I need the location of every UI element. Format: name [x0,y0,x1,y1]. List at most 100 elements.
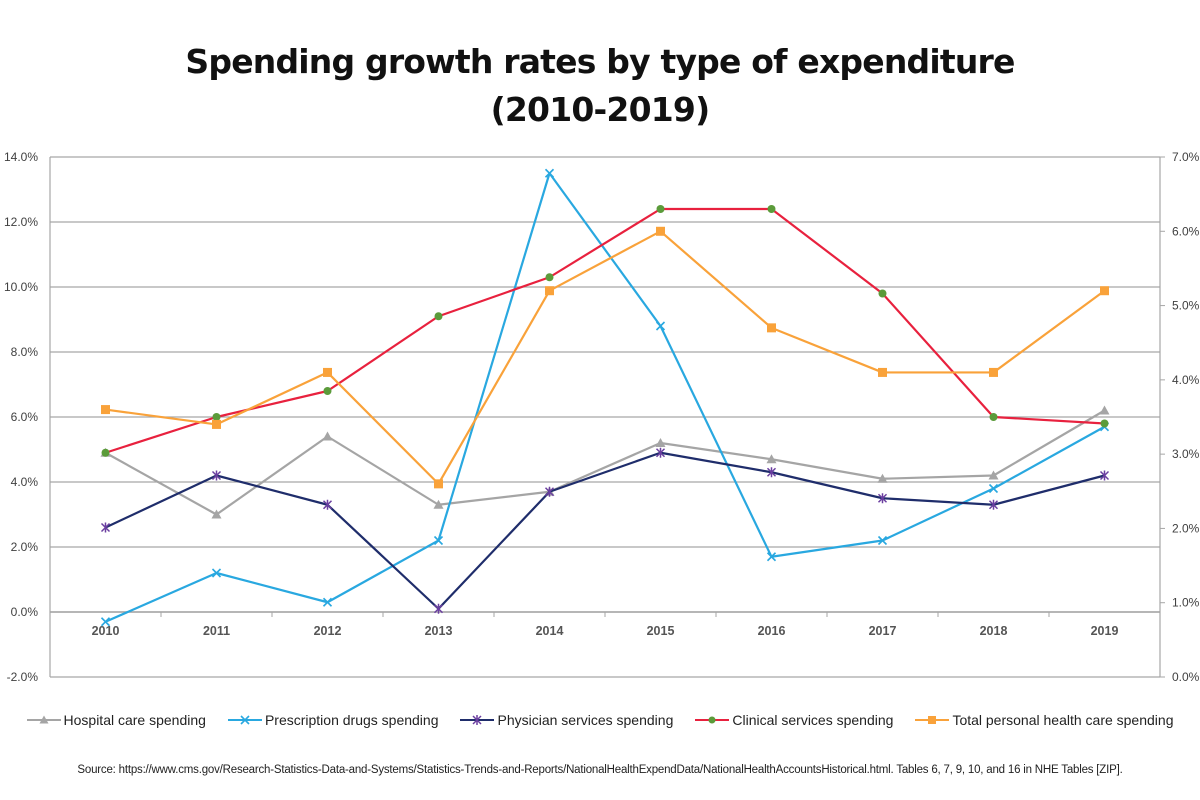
data-point-star [544,486,555,497]
right-tick-label: 6.0% [1172,224,1200,238]
x-tick-label: 2014 [536,624,564,638]
legend-label: Hospital care spending [63,712,206,728]
data-point-square [212,419,221,429]
x-tick-label: 2019 [1091,624,1119,638]
right-tick-label: 7.0% [1172,150,1200,164]
data-point-star [655,447,666,458]
data-point-star [433,603,444,614]
data-point-star [877,493,888,504]
data-point-x [877,535,888,546]
x-tick-label: 2016 [758,624,786,638]
left-tick-label: 4.0% [11,475,39,489]
data-point-star [1099,470,1110,481]
series-hospital-care-spending [100,405,1110,519]
data-point-circle [1100,419,1109,428]
data-point-x [988,483,999,494]
series-group [100,168,1110,627]
right-y-axis-ticks: 0.0% 1.0% 2.0% 3.0% 4.0% 5.0% 6.0% 7.0% [1160,150,1200,684]
data-point-star [766,467,777,478]
data-point-star [988,499,999,510]
series-prescription-drugs-spending [100,168,1110,627]
triangle-icon [26,715,61,724]
x-tick-label: 2011 [203,624,230,638]
data-point-circle [434,312,443,321]
data-point-circle [989,413,998,421]
data-point-triangle [1099,405,1110,415]
data-point-square [101,405,110,415]
data-point-square [878,367,887,377]
legend-label: Clinical services spending [732,712,894,728]
legend-label: Physician services spending [497,712,674,728]
legend-item-hospital[interactable]: Hospital care spending [26,712,206,728]
x-tick-label: 2012 [314,624,342,638]
x-tick-label: 2018 [980,624,1008,638]
data-point-triangle [877,473,888,483]
legend-item-prescription[interactable]: Prescription drugs spending [227,712,439,728]
left-tick-label: 0.0% [11,605,39,619]
data-point-x [433,535,444,546]
data-point-star [322,499,333,510]
data-point-square [434,479,443,489]
chart-title-line-1: Spending growth rates by type of expendi… [185,42,1015,81]
series-line [105,230,1106,485]
data-point-x [766,552,777,562]
left-tick-label: 10.0% [4,280,38,294]
data-point-square [656,226,665,236]
left-y-axis-ticks: -2.0% 0.0% 2.0% 4.0% 6.0% 8.0% 10.0% 12.0% 14.0% [4,150,38,684]
data-point-triangle [322,431,333,441]
left-tick-label: 6.0% [11,410,39,424]
data-point-x [544,168,555,178]
legend-item-total[interactable]: Total personal health care spending [915,712,1173,728]
left-tick-label: 12.0% [4,215,38,229]
right-tick-label: 3.0% [1172,447,1200,461]
right-tick-label: 1.0% [1172,596,1200,610]
data-point-square [767,323,776,333]
series-clinical-services-spending [101,205,1109,457]
star-icon [460,715,495,725]
series-physician-services-spending [100,447,1110,614]
data-point-square [989,367,998,377]
chart-title: Spending growth rates by type of expendi… [0,38,1200,134]
data-point-circle [101,448,110,457]
right-tick-label: 0.0% [1172,670,1200,684]
data-point-x [655,321,666,331]
data-point-circle [878,289,887,298]
gridlines [50,156,1160,678]
x-tick-label: 2015 [647,624,675,638]
data-point-x [100,617,111,627]
line-chart: -2.0% 0.0% 2.0% 4.0% 6.0% 8.0% 10.0% 12.0% 14.0%… [4,150,1200,684]
data-point-circle [323,387,332,395]
data-point-circle [656,205,665,213]
data-point-star [211,470,222,481]
source-note: Source: https://www.cms.gov/Research-Sta… [77,764,1123,776]
left-tick-label: 14.0% [4,150,38,164]
data-point-x [322,597,333,607]
series-total-personal-health-care-spending [101,226,1109,489]
data-point-circle [212,413,221,421]
x-icon [227,715,262,725]
right-tick-label: 5.0% [1172,299,1200,313]
data-point-triangle [655,438,666,447]
data-point-square [323,367,332,377]
x-tick-label: 2013 [425,624,453,638]
legend-item-physician[interactable]: Physician services spending [460,712,673,728]
data-point-star [100,522,111,533]
x-axis-ticks: 2010 2011 2012 2013 2014 2015 2016 2017 2018 2019 [49,612,1161,638]
x-tick-label: 2010 [92,624,120,638]
left-tick-label: 2.0% [11,540,39,554]
legend-label: Prescription drugs spending [264,712,439,728]
data-point-triangle [211,509,222,519]
data-point-x [211,568,222,578]
series-line [105,451,1105,610]
square-icon [915,716,950,724]
series-line [105,172,1106,623]
data-point-square [545,286,554,296]
legend-item-clinical[interactable]: Clinical services spending [695,712,893,728]
data-point-triangle [766,454,777,464]
left-tick-label: 8.0% [11,345,39,359]
data-point-circle [767,205,776,213]
data-point-triangle [433,499,444,509]
chart-title-line-2: (2010-2019) [490,90,711,129]
right-tick-label: 2.0% [1172,521,1200,535]
data-point-circle [545,273,554,282]
